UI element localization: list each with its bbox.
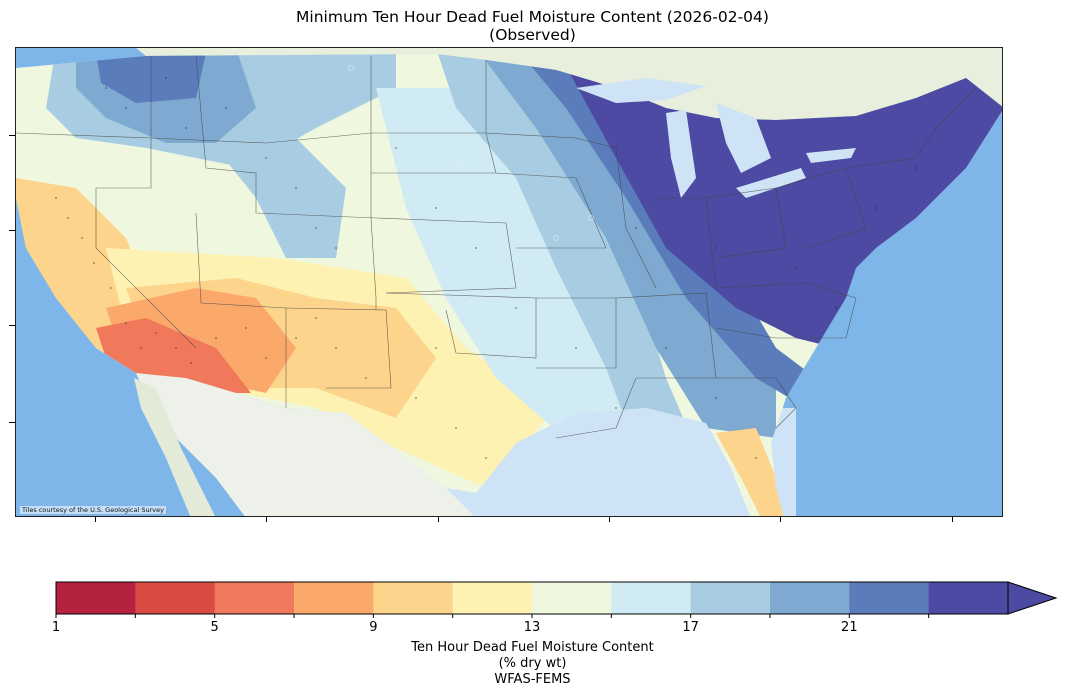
baja-peninsula: [134, 378, 215, 516]
colorbar-extend-arrow: [1007, 581, 1058, 615]
colorbar-tick-label: 1: [51, 620, 61, 635]
mexico-land: [136, 373, 474, 516]
east-light: [476, 54, 776, 438]
colorbar-tick-label: 9: [369, 620, 378, 635]
x-axis-tick: [609, 517, 610, 522]
fuel-moisture-map: [16, 48, 1002, 516]
x-axis-tick: [438, 517, 439, 522]
colorbar-tick-label: 13: [523, 620, 541, 635]
lake-michigan: [666, 110, 696, 198]
map-credit: Tiles courtesy of the U.S. Geological Su…: [20, 506, 166, 514]
colorbar-segment: [135, 582, 216, 614]
colorbar-segment: [452, 582, 533, 614]
y-axis-tick: [9, 325, 15, 326]
x-axis-tick: [780, 517, 781, 522]
lake-erie: [736, 168, 806, 198]
y-axis-tick: [9, 135, 15, 136]
colorbar-source: WFAS-FEMS: [494, 672, 571, 687]
colorbar: [55, 581, 1058, 618]
y-axis-tick: [9, 230, 15, 231]
florida: [716, 428, 786, 516]
canada-land: [136, 48, 1002, 120]
colorbar-segment: [532, 582, 612, 614]
x-axis-tick: [95, 517, 96, 522]
colorbar-tick-label: 21: [841, 620, 858, 635]
lake-huron: [716, 103, 771, 173]
colorbar-segment: [690, 582, 771, 614]
colorbar-segment: [770, 582, 850, 614]
lake-ontario: [806, 148, 856, 163]
colorbar-units: (% dry wt): [498, 656, 567, 671]
colorbar-tick-label: 5: [210, 620, 219, 635]
colorbar-segment: [928, 582, 1009, 614]
colorbar-segment: [373, 582, 454, 614]
station-markers: [55, 65, 917, 459]
colorbar-segment: [214, 582, 295, 614]
plains-light: [376, 88, 636, 448]
colorbar-segment: [849, 582, 930, 614]
lake-superior: [576, 78, 706, 103]
x-axis-tick: [266, 517, 267, 522]
colorbar-segment: [611, 582, 692, 614]
chart-subtitle: (Observed): [489, 26, 576, 44]
y-axis-tick: [9, 422, 15, 423]
colorbar-label: Ten Hour Dead Fuel Moisture Content: [411, 640, 654, 655]
colorbar-tick-label: 17: [682, 620, 699, 635]
x-axis-tick: [952, 517, 953, 522]
colorbar-segment: [294, 582, 374, 614]
state-borders: [16, 55, 977, 439]
map-panel: Tiles courtesy of the U.S. Geological Su…: [15, 47, 1003, 517]
colorbar-segment: [56, 582, 136, 614]
chart-title: Minimum Ten Hour Dead Fuel Moisture Cont…: [296, 8, 769, 26]
rockies-zone: [216, 138, 346, 258]
southwest-driest: [96, 318, 251, 393]
